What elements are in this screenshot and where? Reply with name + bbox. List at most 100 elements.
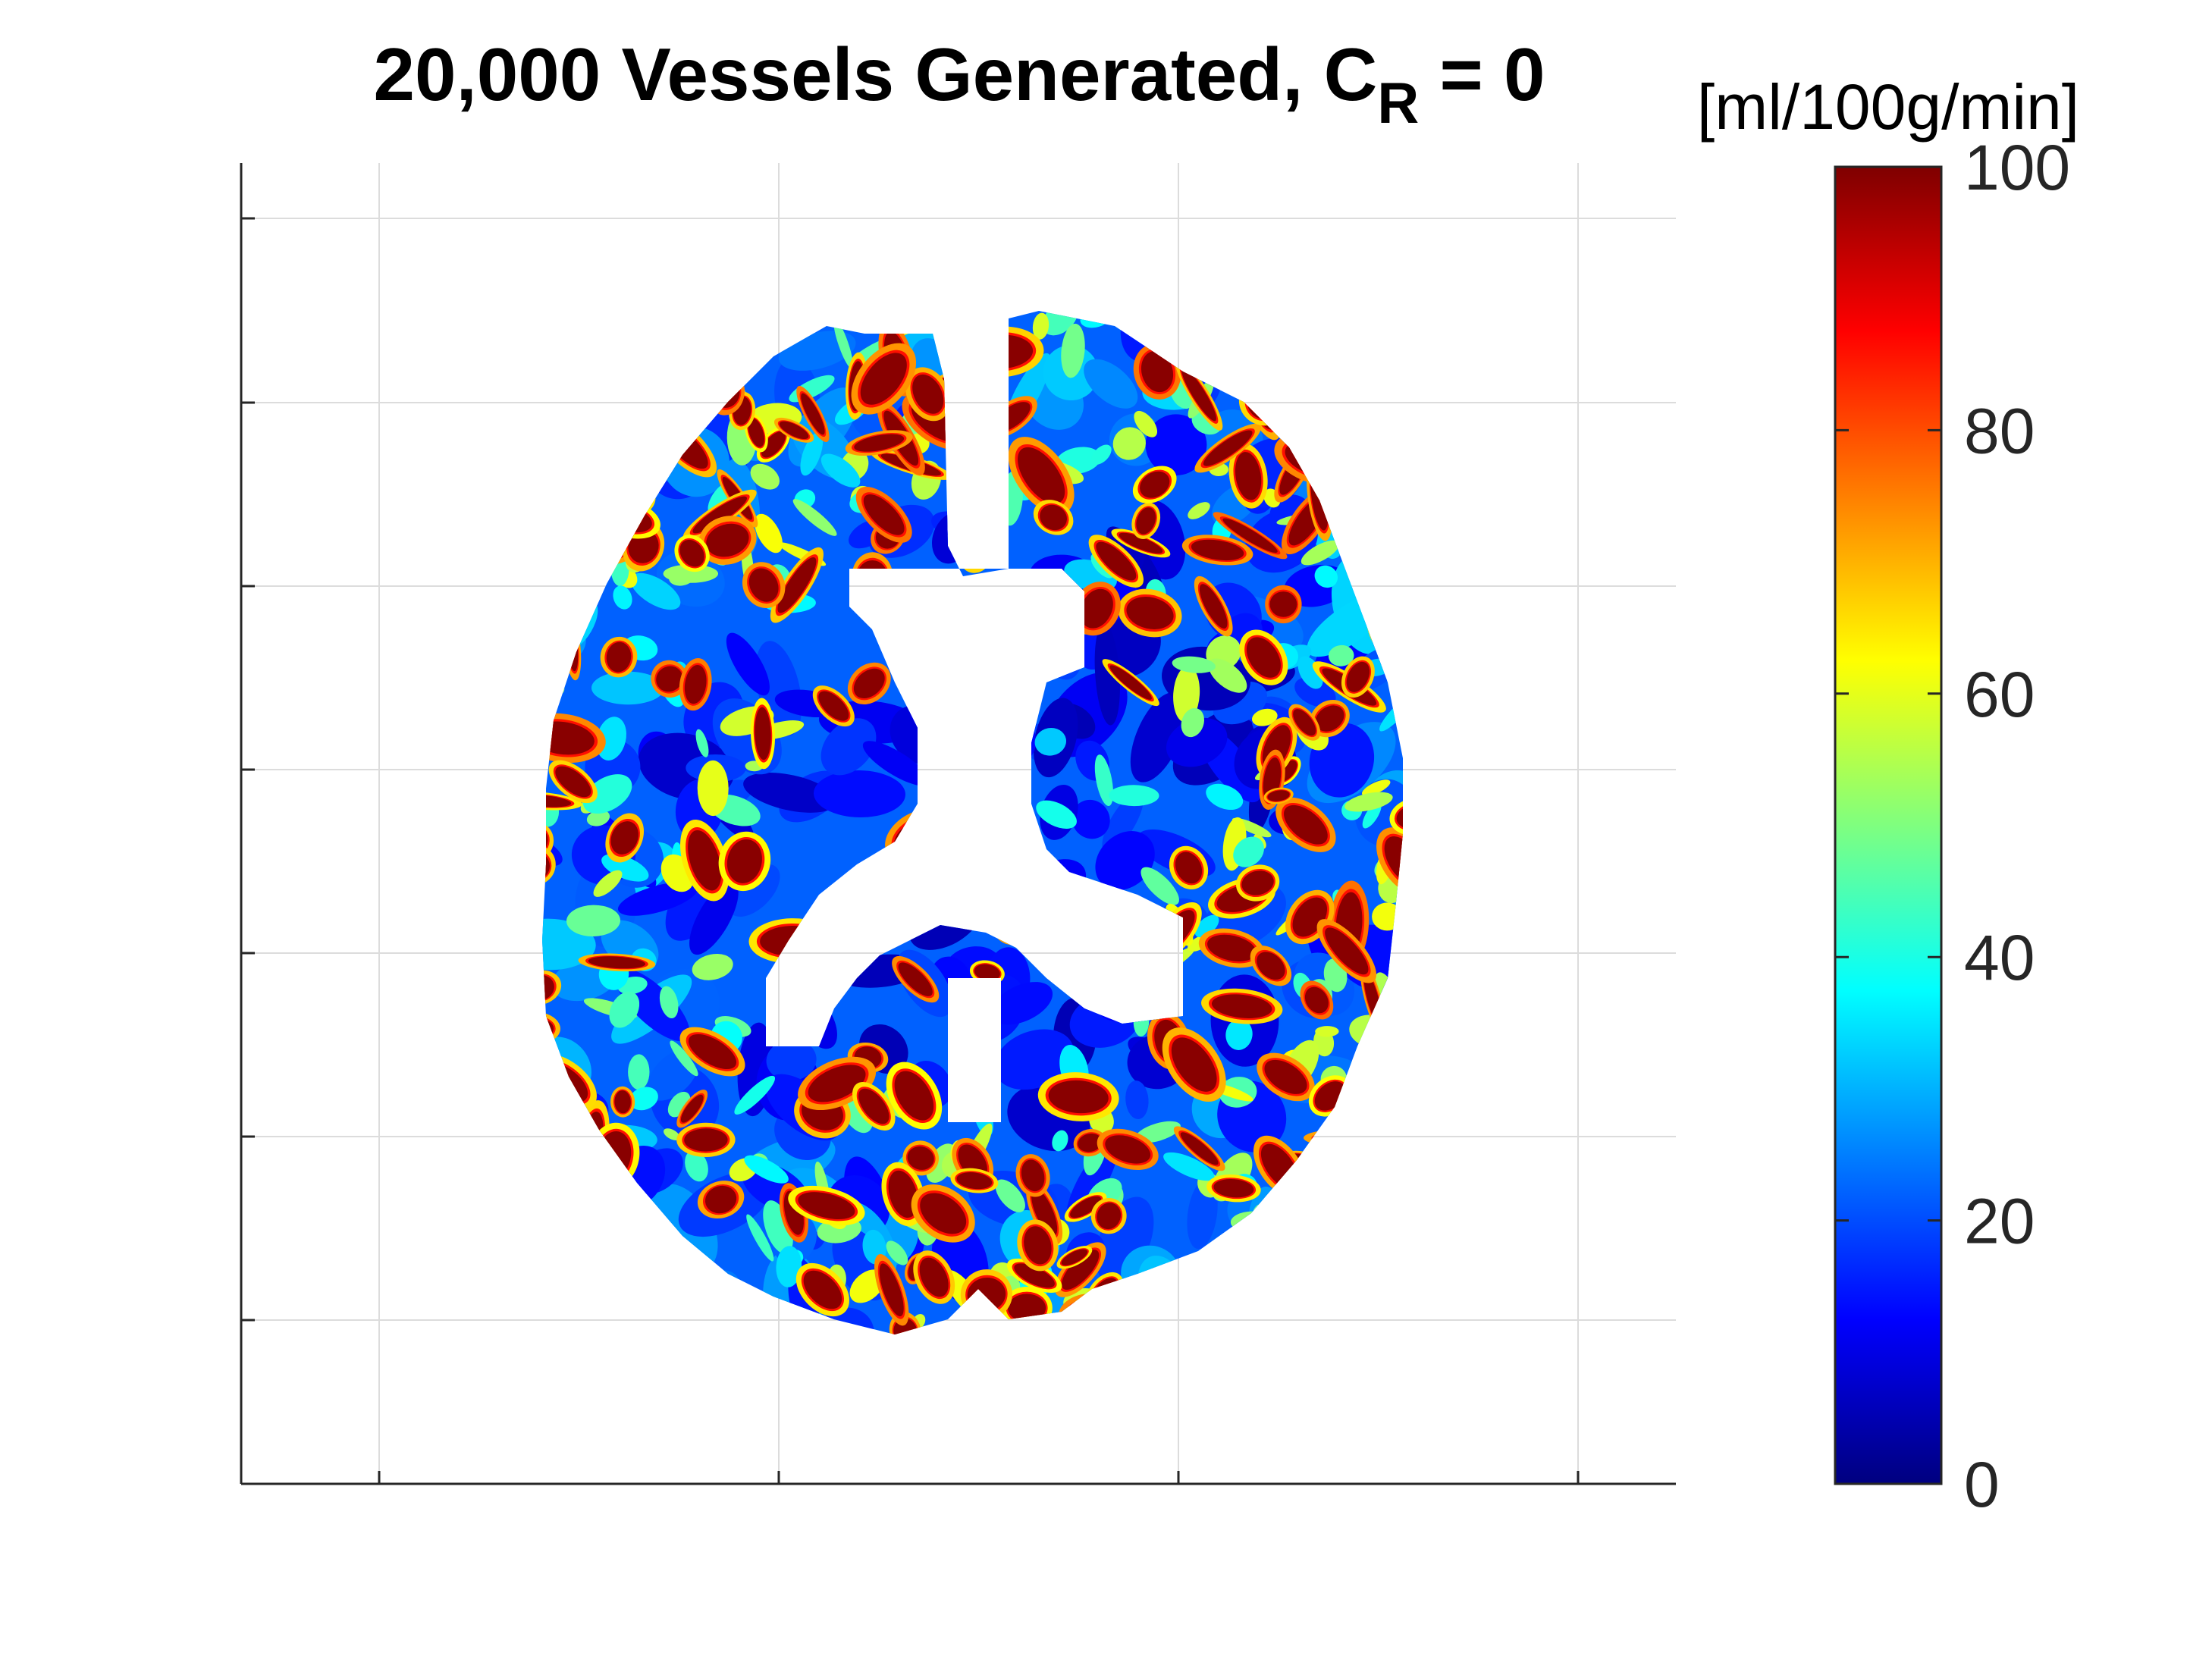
perfusion-patch	[734, 1075, 776, 1115]
perfusion-patch	[744, 1155, 789, 1184]
perfusion-patch	[558, 487, 579, 506]
perfusion-patch	[1071, 799, 1110, 839]
image-blobs	[542, 311, 1403, 1356]
perfusion-patch	[1194, 914, 1219, 938]
perfusion-patch	[873, 858, 902, 891]
perfusion-patch	[557, 1309, 585, 1334]
perfusion-patch	[542, 596, 563, 623]
perfusion-patch	[801, 393, 825, 435]
perfusion-patch	[542, 1225, 582, 1287]
perfusion-patch	[1324, 415, 1338, 438]
perfusion-patch	[1099, 902, 1135, 946]
perfusion-patch	[704, 1185, 737, 1214]
perfusion-patch	[1008, 1294, 1046, 1322]
perfusion-patch	[680, 1094, 704, 1123]
perfusion-patch	[1122, 971, 1170, 982]
perfusion-patch	[1181, 367, 1216, 422]
perfusion-patch	[1097, 1203, 1122, 1230]
perfusion-patch	[1363, 451, 1403, 487]
perfusion-patch	[1213, 1179, 1254, 1198]
perfusion-patch	[1244, 1289, 1307, 1309]
perfusion-patch	[1112, 427, 1146, 460]
perfusion-patch	[563, 350, 591, 377]
perfusion-patch	[684, 664, 707, 704]
colorbar-tick-label: 100	[1964, 132, 2070, 203]
perfusion-patch	[814, 770, 905, 818]
perfusion-patch	[586, 410, 605, 478]
perfusion-patch	[1268, 311, 1315, 350]
perfusion-patch	[1181, 707, 1205, 738]
perfusion-patch	[803, 1270, 842, 1309]
perfusion-patch	[971, 311, 1001, 331]
perfusion-patch	[623, 478, 651, 509]
perfusion-patch	[798, 1192, 855, 1220]
perfusion-patch	[1330, 423, 1379, 460]
perfusion-patch	[894, 1071, 934, 1121]
perfusion-patch	[956, 1172, 993, 1190]
perfusion-patch	[1357, 337, 1389, 397]
perfusion-patch	[860, 353, 907, 405]
perfusion-patch	[750, 1334, 777, 1356]
perfusion-patch	[1333, 344, 1403, 372]
perfusion-patch	[604, 311, 654, 390]
perfusion-patch	[936, 675, 980, 767]
perfusion-patch	[1363, 1159, 1403, 1193]
perfusion-patch	[726, 632, 770, 696]
perfusion-patch	[689, 881, 739, 955]
perfusion-patch	[558, 347, 595, 380]
perfusion-patch	[1112, 914, 1159, 946]
perfusion-patch	[1272, 336, 1310, 383]
perfusion-patch	[601, 854, 649, 882]
perfusion-patch	[956, 993, 993, 1043]
perfusion-patch	[1130, 692, 1186, 782]
perfusion-patch	[542, 794, 572, 808]
perfusion-patch	[1105, 1135, 1151, 1164]
perfusion-patch	[673, 1261, 706, 1294]
perfusion-patch	[730, 1304, 768, 1334]
perfusion-patch	[919, 1257, 949, 1297]
perfusion-patch	[621, 1225, 666, 1256]
perfusion-patch	[1370, 1265, 1389, 1308]
perfusion-patch	[642, 322, 689, 352]
perfusion-patch	[971, 731, 999, 761]
chart-title-subscript: R	[1377, 71, 1419, 136]
perfusion-patch	[726, 839, 762, 883]
perfusion-patch	[1188, 502, 1210, 519]
perfusion-patch	[1257, 311, 1297, 343]
perfusion-patch	[591, 671, 664, 705]
perfusion-patch	[746, 1214, 774, 1262]
perfusion-patch	[542, 334, 576, 352]
perfusion-patch	[695, 729, 709, 757]
perfusion-patch	[688, 1033, 737, 1070]
perfusion-patch	[606, 641, 632, 673]
perfusion-patch	[1373, 1123, 1400, 1145]
perfusion-patch	[569, 1144, 603, 1192]
perfusion-patch	[1335, 447, 1397, 491]
perfusion-patch	[607, 391, 670, 473]
perfusion-patch	[1213, 311, 1276, 331]
perfusion-patch	[766, 1039, 817, 1081]
perfusion-patch	[994, 1029, 1075, 1090]
perfusion-patch	[1141, 311, 1173, 340]
perfusion-patch	[755, 707, 771, 761]
perfusion-patch	[1094, 754, 1114, 807]
perfusion-patch	[1269, 591, 1297, 617]
perfusion-patch	[1024, 1226, 1052, 1265]
perfusion-patch	[1119, 532, 1163, 554]
perfusion-patch	[1257, 952, 1285, 980]
perfusion-patch	[1375, 1284, 1403, 1319]
perfusion-patch	[543, 416, 643, 475]
perfusion-patch	[1078, 1133, 1103, 1153]
perfusion-patch	[780, 1316, 795, 1334]
perfusion-patch	[1377, 552, 1403, 591]
perfusion-patch	[820, 718, 877, 776]
perfusion-patch	[889, 311, 924, 333]
perfusion-patch	[1042, 311, 1078, 336]
perfusion-patch	[542, 336, 574, 351]
perfusion-patch	[1235, 452, 1262, 500]
perfusion-patch	[748, 568, 779, 602]
perfusion-patch	[881, 892, 905, 911]
perfusion-patch	[990, 982, 1053, 1025]
perfusion-patch	[886, 1240, 908, 1265]
